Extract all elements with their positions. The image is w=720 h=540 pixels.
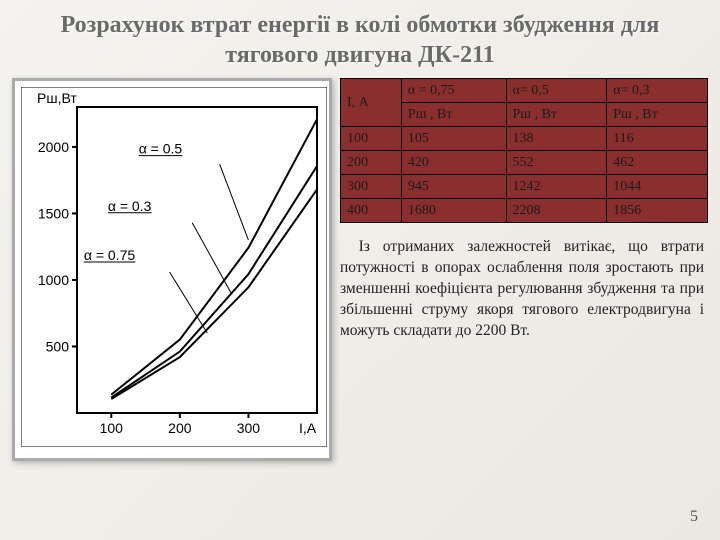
page-number: 5	[690, 508, 698, 526]
cell: 552	[506, 151, 607, 175]
cell: 945	[401, 175, 506, 199]
svg-text:500: 500	[46, 338, 70, 354]
th-ia: I, А	[341, 79, 402, 127]
svg-text:100: 100	[100, 420, 124, 436]
table-row: 200 420 552 462	[341, 151, 708, 175]
cell: 400	[341, 199, 402, 223]
svg-text:200: 200	[168, 420, 192, 436]
th-psh-2: Рш , Вт	[506, 103, 607, 127]
cell: 200	[341, 151, 402, 175]
chart-svg: 500 1000 1500 2000 100 200 300 Рш,Вт I,А α = 0.5 α…	[21, 87, 327, 447]
table-row: 300 945 1242 1044	[341, 175, 708, 199]
cell: 1856	[607, 199, 708, 223]
chart-box: 500 1000 1500 2000 100 200 300 Рш,Вт I,А α = 0.5 α…	[12, 78, 332, 461]
content-row: 500100015002000100200300Рш,ВтI,Аα = 0.5α…	[0, 78, 720, 461]
th-psh-3: Рш , Вт	[607, 103, 708, 127]
cell: 116	[607, 127, 708, 151]
svg-text:1000: 1000	[38, 272, 69, 288]
svg-text:α = 0.5: α = 0.5	[139, 141, 183, 157]
cell: 420	[401, 151, 506, 175]
cell: 1044	[607, 175, 708, 199]
svg-text:2000: 2000	[38, 139, 69, 155]
table-row: 400 1680 2208 1856	[341, 199, 708, 223]
cell: 1242	[506, 175, 607, 199]
svg-text:Рш,Вт: Рш,Вт	[37, 90, 77, 106]
chart-column: 500 1000 1500 2000 100 200 300 Рш,Вт I,А α = 0.5 α…	[12, 78, 332, 461]
page-title: Розрахунок втрат енергії в колі обмотки …	[0, 0, 720, 78]
cell: 105	[401, 127, 506, 151]
cell: 1680	[401, 199, 506, 223]
th-psh-1: Рш , Вт	[401, 103, 506, 127]
svg-text:I,А: I,А	[299, 420, 317, 436]
cell: 300	[341, 175, 402, 199]
th-a075: α = 0,75	[401, 79, 506, 103]
right-column: I, А α = 0,75 α= 0,5 α= 0,3 Рш , Вт Рш ,…	[340, 78, 708, 461]
cell: 100	[341, 127, 402, 151]
cell: 138	[506, 127, 607, 151]
table-row: 100 105 138 116	[341, 127, 708, 151]
cell: 2208	[506, 199, 607, 223]
svg-text:α = 0.3: α = 0.3	[108, 198, 152, 214]
body-paragraph: Із отриманих залежностей витікає, що втр…	[340, 237, 708, 342]
th-a03: α= 0,3	[607, 79, 708, 103]
data-table: I, А α = 0,75 α= 0,5 α= 0,3 Рш , Вт Рш ,…	[340, 78, 708, 223]
svg-text:1500: 1500	[38, 205, 69, 221]
table-header-row-1: I, А α = 0,75 α= 0,5 α= 0,3	[341, 79, 708, 103]
svg-text:α = 0.75: α = 0.75	[84, 247, 136, 263]
cell: 462	[607, 151, 708, 175]
svg-text:300: 300	[237, 420, 261, 436]
th-a05: α= 0,5	[506, 79, 607, 103]
